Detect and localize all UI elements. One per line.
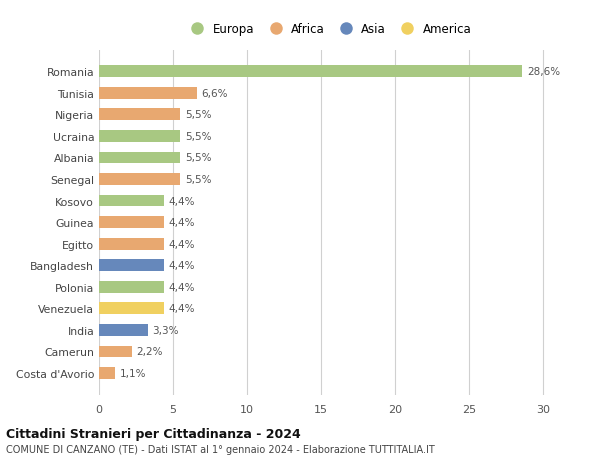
Text: 1,1%: 1,1% xyxy=(120,368,146,378)
Bar xyxy=(99,217,164,229)
Text: 6,6%: 6,6% xyxy=(201,89,227,99)
Text: 4,4%: 4,4% xyxy=(169,196,195,206)
Text: 4,4%: 4,4% xyxy=(169,239,195,249)
Text: 28,6%: 28,6% xyxy=(527,67,560,77)
Text: Cittadini Stranieri per Cittadinanza - 2024: Cittadini Stranieri per Cittadinanza - 2… xyxy=(6,427,301,440)
Text: 4,4%: 4,4% xyxy=(169,304,195,313)
Bar xyxy=(99,88,197,100)
Bar xyxy=(99,238,164,250)
Bar xyxy=(99,324,148,336)
Text: 5,5%: 5,5% xyxy=(185,132,211,141)
Bar xyxy=(99,195,164,207)
Text: COMUNE DI CANZANO (TE) - Dati ISTAT al 1° gennaio 2024 - Elaborazione TUTTITALIA: COMUNE DI CANZANO (TE) - Dati ISTAT al 1… xyxy=(6,444,435,454)
Text: 5,5%: 5,5% xyxy=(185,110,211,120)
Bar xyxy=(99,281,164,293)
Bar xyxy=(99,66,523,78)
Text: 4,4%: 4,4% xyxy=(169,218,195,228)
Bar xyxy=(99,260,164,272)
Bar xyxy=(99,174,181,185)
Text: 5,5%: 5,5% xyxy=(185,153,211,163)
Text: 4,4%: 4,4% xyxy=(169,282,195,292)
Bar xyxy=(99,131,181,142)
Bar xyxy=(99,303,164,314)
Legend: Europa, Africa, Asia, America: Europa, Africa, Asia, America xyxy=(181,18,476,41)
Bar xyxy=(99,109,181,121)
Text: 3,3%: 3,3% xyxy=(152,325,179,335)
Bar xyxy=(99,367,115,379)
Text: 4,4%: 4,4% xyxy=(169,261,195,271)
Bar xyxy=(99,346,131,358)
Text: 5,5%: 5,5% xyxy=(185,174,211,185)
Bar xyxy=(99,152,181,164)
Text: 2,2%: 2,2% xyxy=(136,347,163,357)
